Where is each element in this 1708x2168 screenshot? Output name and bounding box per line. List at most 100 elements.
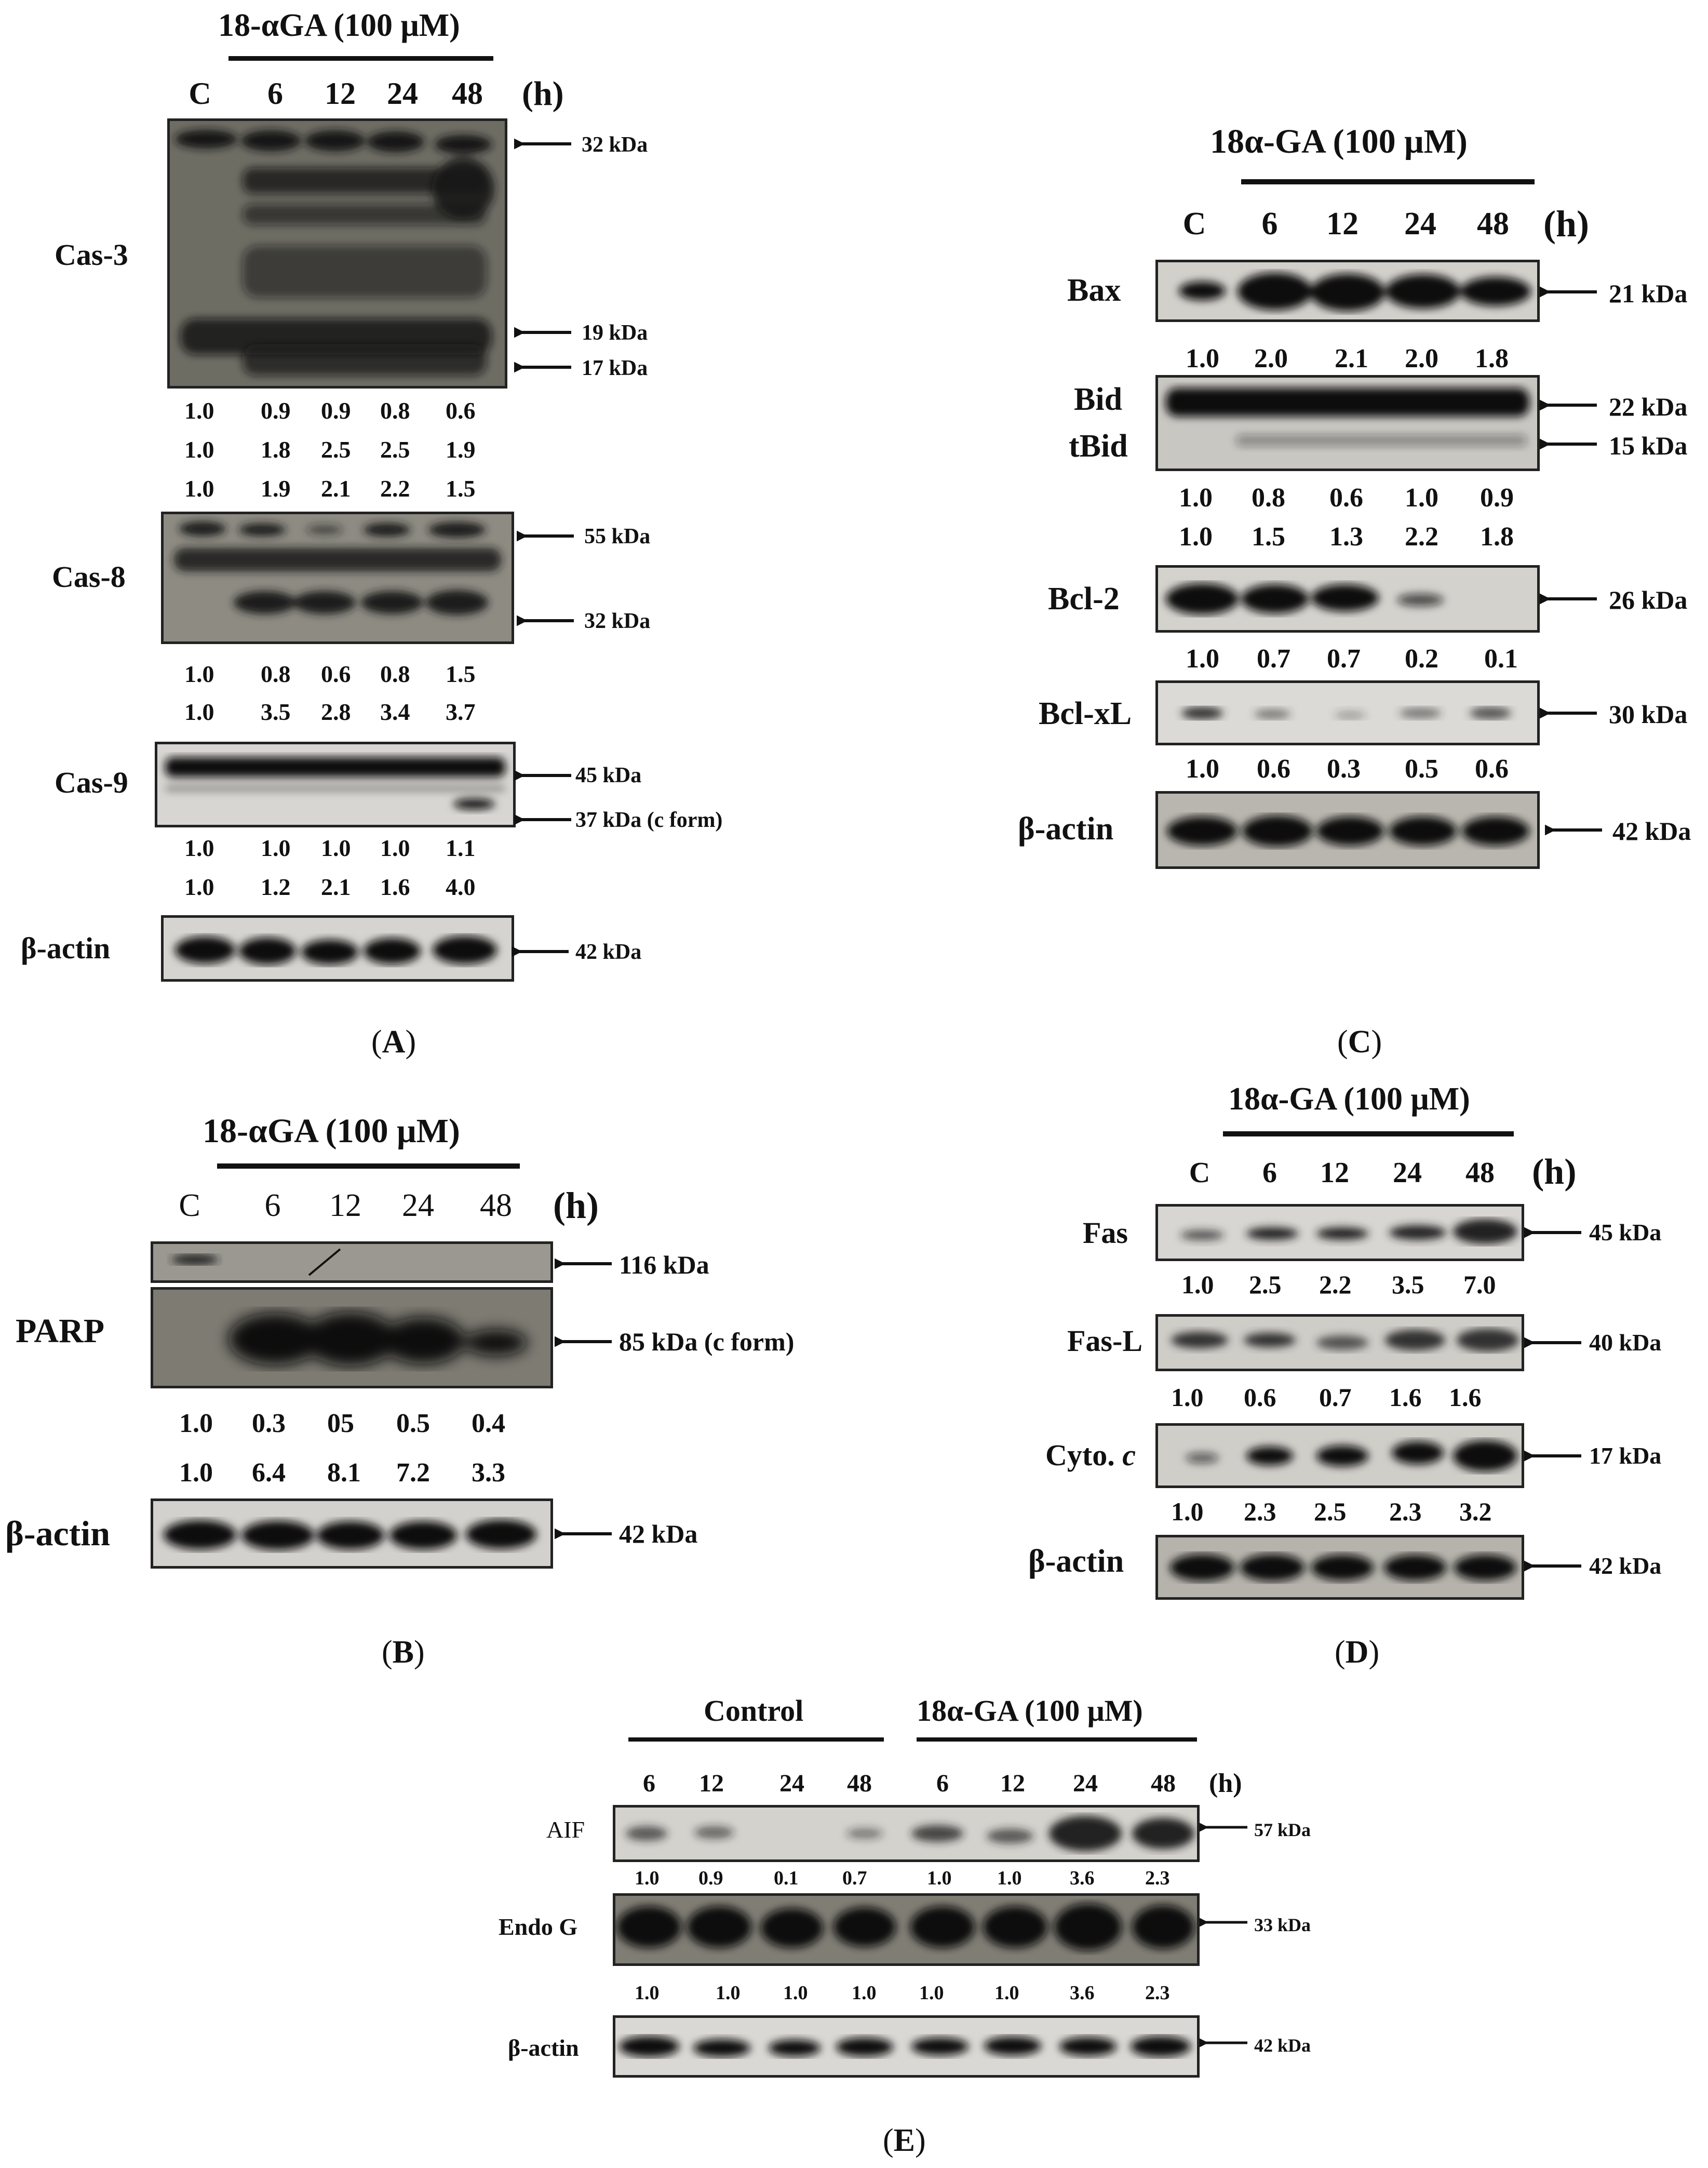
value: 1.5: [446, 661, 476, 687]
arrow-icon: [514, 325, 571, 340]
value: 2.3: [1389, 1497, 1422, 1526]
value: 2.3: [1244, 1497, 1276, 1526]
value: 1.0: [1179, 483, 1213, 513]
kda-label: 22 kDa: [1609, 392, 1688, 421]
panel-a-caption: (A): [371, 1024, 416, 1060]
panel-e-caption: (E): [883, 2123, 926, 2158]
arrow-icon: [555, 1526, 612, 1542]
value: 1.0: [1186, 344, 1219, 373]
value: 0.3: [252, 1409, 286, 1438]
value: 0.1: [1484, 644, 1518, 674]
value: 1.0: [635, 1982, 660, 2004]
value: 0.8: [380, 397, 410, 424]
panel-b-treatment: 18-αGA (100 μM): [203, 1112, 460, 1150]
value: 1.0: [1186, 644, 1219, 674]
lane-label: 6: [264, 1188, 281, 1223]
value: 1.8: [261, 436, 291, 463]
lane-label: 24: [779, 1770, 804, 1797]
fas-label: Fas: [1083, 1216, 1128, 1250]
cas3-label: Cas-3: [55, 238, 128, 272]
value: 1.0: [179, 1409, 213, 1438]
value: 2.5: [1314, 1497, 1347, 1526]
value: 1.0: [997, 1867, 1022, 1889]
value: 1.0: [1179, 522, 1213, 552]
kda-label: 19 kDa: [582, 321, 648, 345]
lane-label: C: [1189, 1157, 1211, 1189]
value: 0.5: [396, 1409, 430, 1438]
arrow-icon: [517, 528, 574, 544]
lane-label: 6: [1261, 206, 1278, 242]
actin-blot: [613, 2015, 1200, 2078]
parp-116-blot: [151, 1241, 553, 1283]
value: 2.3: [1145, 1982, 1170, 2004]
actin-label: β-actin: [508, 2035, 579, 2061]
kda-label: 26 kDa: [1609, 585, 1688, 614]
panel-b-treatment-bar: [217, 1163, 520, 1169]
value: 3.2: [1459, 1497, 1492, 1526]
arrow-icon: [514, 768, 571, 783]
value: 1.0: [184, 436, 214, 463]
value: 3.4: [380, 699, 410, 725]
value: 6.4: [252, 1458, 286, 1488]
arrow-icon: [555, 1256, 612, 1272]
value: 0.9: [698, 1867, 723, 1889]
value: 1.5: [446, 475, 476, 502]
value: 0.7: [1257, 644, 1290, 674]
value: 0.9: [261, 397, 291, 424]
bid-label: Bid: [1074, 382, 1123, 417]
bax-label: Bax: [1067, 273, 1121, 308]
actin-blot: [1155, 791, 1540, 869]
unit-label: (h): [553, 1185, 599, 1226]
value: 1.9: [446, 436, 476, 463]
kda-label: 15 kDa: [1609, 431, 1688, 460]
lane-label: 48: [452, 76, 483, 111]
panel-c-caption: (C): [1337, 1024, 1382, 1060]
value: 2.1: [1335, 344, 1368, 373]
value: 1.0: [1405, 483, 1438, 513]
value: 0.6: [321, 661, 351, 687]
value: 0.6: [446, 397, 476, 424]
panel-d-treatment-bar: [1223, 1131, 1514, 1136]
value: 1.0: [852, 1982, 877, 2004]
value: 3.6: [1070, 1867, 1095, 1889]
value: 2.0: [1405, 344, 1438, 373]
aif-label: AIF: [546, 1816, 585, 1843]
kda-label: 32 kDa: [584, 609, 651, 633]
kda-label: 45 kDa: [575, 764, 642, 787]
value: 1.0: [919, 1982, 944, 2004]
value: 7.2: [396, 1458, 430, 1488]
aif-blot: [613, 1805, 1200, 1862]
kda-label: 30 kDa: [1609, 700, 1688, 729]
value: 0.8: [1252, 483, 1285, 513]
value: 1.0: [927, 1867, 952, 1889]
actin-label: β-actin: [1028, 1544, 1124, 1579]
kda-label: 42 kDa: [1254, 2035, 1311, 2056]
arrow-icon: [1540, 436, 1597, 452]
value: 2.8: [321, 699, 351, 725]
arrow-icon: [555, 1334, 612, 1349]
arrow-icon: [1545, 822, 1602, 838]
lane-label: 48: [480, 1188, 512, 1223]
value: 1.1: [446, 835, 476, 861]
lane-label: 24: [1073, 1770, 1098, 1797]
lane-label: 6: [936, 1770, 949, 1797]
fasl-blot: [1155, 1314, 1524, 1371]
kda-label: 85 kDa (c form): [619, 1327, 795, 1356]
value: 3.5: [1392, 1270, 1424, 1299]
arrow-icon: [1524, 1335, 1581, 1350]
arrow-icon: [514, 136, 571, 152]
cyto-blot: [1155, 1423, 1524, 1488]
value: 0.6: [1244, 1383, 1276, 1412]
panel-c-treatment: 18α-GA (100 μM): [1210, 123, 1468, 160]
lane-label: 48: [1477, 206, 1509, 242]
panel-e-group1-bar: [628, 1737, 884, 1742]
cas8-label: Cas-8: [52, 560, 126, 594]
value: 1.0: [1181, 1270, 1214, 1299]
lane-label: C: [1182, 206, 1206, 242]
parp-label: PARP: [16, 1312, 105, 1350]
value: 1.0: [716, 1982, 741, 2004]
fasl-label: Fas-L: [1067, 1324, 1142, 1358]
unit-label: (h): [1209, 1769, 1242, 1798]
arrow-icon: [517, 613, 574, 628]
arrow-icon: [1540, 397, 1597, 413]
